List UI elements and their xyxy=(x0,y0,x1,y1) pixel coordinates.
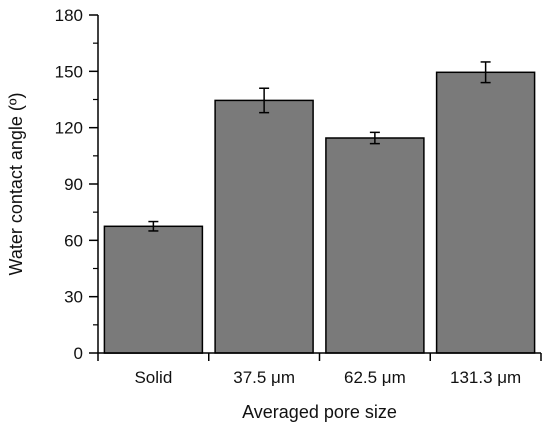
x-tick-label-3: 131.3 μm xyxy=(450,368,521,387)
bar-1 xyxy=(214,99,314,354)
error-bar-3 xyxy=(480,61,491,84)
y-tick-label-3: 90 xyxy=(64,175,83,194)
x-tick-label-1: 37.5 μm xyxy=(233,368,295,387)
bars-layer xyxy=(103,71,536,354)
y-tick-label-5: 150 xyxy=(55,62,83,81)
bar-0 xyxy=(103,225,204,354)
error-bar-1 xyxy=(259,87,270,114)
x-tick-label-2: 62.5 μm xyxy=(344,368,406,387)
y-axis-label: Water contact angle (º) xyxy=(6,93,26,276)
x-axis-label: Averaged pore size xyxy=(242,402,397,422)
y-tick-label-6: 180 xyxy=(55,6,83,25)
y-tick-label-4: 120 xyxy=(55,119,83,138)
error-bar-0 xyxy=(148,220,159,232)
y-tick-label-2: 60 xyxy=(64,231,83,250)
error-bar-2 xyxy=(369,131,380,145)
bar-2 xyxy=(325,137,425,354)
ticks-layer: Solid 37.5 μm 62.5 μm 131.3 μm 0 30 60 90 120 150… xyxy=(55,6,542,387)
y-tick-label-0: 0 xyxy=(74,344,83,363)
error-bars-layer xyxy=(148,61,491,232)
y-tick-label-1: 30 xyxy=(64,288,83,307)
x-tick-label-0: Solid xyxy=(134,368,172,387)
bar-3 xyxy=(435,71,536,354)
